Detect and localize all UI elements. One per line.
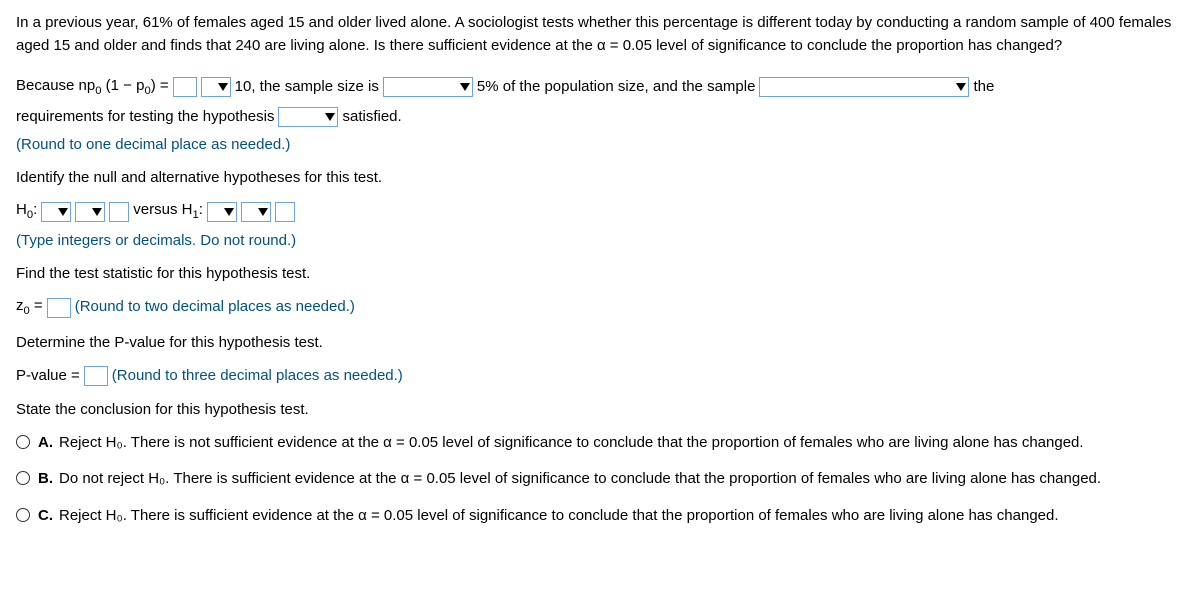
find-test-stat-label: Find the test statistic for this hypothe…	[16, 263, 1184, 286]
text: the	[973, 76, 994, 99]
radio-icon	[16, 508, 30, 522]
chevron-down-icon	[956, 83, 966, 91]
chevron-down-icon	[218, 83, 228, 91]
pvalue-line: P-value = (Round to three decimal places…	[16, 365, 1184, 388]
option-b-row[interactable]: B. Do not reject H₀. There is sufficient …	[16, 468, 1184, 491]
text: (1 − p	[106, 77, 145, 94]
requirements-line-2: requirements for testing the hypothesis …	[16, 106, 1184, 129]
requirements-line-1: Because np0 (1 − p0) = 10, the sample si…	[16, 75, 1184, 100]
pvalue-input[interactable]	[84, 366, 108, 386]
option-c-row[interactable]: C. Reject H₀. There is sufficient evidenc…	[16, 505, 1184, 528]
radio-icon	[16, 435, 30, 449]
text: :	[33, 201, 37, 218]
satisfied-select[interactable]	[278, 107, 338, 127]
option-body: Reject H₀. There is sufficient evidence …	[59, 507, 1059, 524]
state-conclusion-label: State the conclusion for this hypothesis…	[16, 399, 1184, 422]
text: H	[16, 201, 27, 218]
h0-param-select[interactable]	[41, 202, 71, 222]
type-instruction: (Type integers or decimals. Do not round…	[16, 230, 1184, 253]
option-a-row[interactable]: A. Reject H₀. There is not sufficient evi…	[16, 432, 1184, 455]
text: Because np	[16, 77, 95, 94]
option-a-text: A. Reject H₀. There is not sufficient evi…	[38, 432, 1084, 455]
option-body: Reject H₀. There is not sufficient evide…	[59, 434, 1084, 451]
hypotheses-line: H0: versus H1:	[16, 199, 1184, 224]
text: 5% of the population size, and the sampl…	[477, 76, 756, 99]
np0-compare-select[interactable]	[201, 77, 231, 97]
rounding-instruction-2: (Round to two decimal places as needed.)	[75, 296, 355, 319]
text: P-value =	[16, 365, 80, 388]
chevron-down-icon	[258, 208, 268, 216]
find-pvalue-label: Determine the P-value for this hypothesi…	[16, 332, 1184, 355]
text: z	[16, 297, 24, 314]
text: =	[30, 297, 43, 314]
text: ) =	[151, 77, 169, 94]
np0-value-input[interactable]	[173, 77, 197, 97]
h0-op-select[interactable]	[75, 202, 105, 222]
h1-value-input[interactable]	[275, 202, 295, 222]
subscript: 0	[95, 85, 101, 97]
sample-size-compare-select[interactable]	[383, 77, 473, 97]
chevron-down-icon	[460, 83, 470, 91]
chevron-down-icon	[325, 113, 335, 121]
text: satisfied.	[342, 106, 401, 129]
z0-input[interactable]	[47, 298, 71, 318]
text: :	[199, 201, 203, 218]
identify-hypotheses-label: Identify the null and alternative hypoth…	[16, 167, 1184, 190]
h0-value-input[interactable]	[109, 202, 129, 222]
option-b-text: B. Do not reject H₀. There is sufficient …	[38, 468, 1101, 491]
rounding-instruction-3: (Round to three decimal places as needed…	[112, 365, 403, 388]
rounding-instruction-1: (Round to one decimal place as needed.)	[16, 134, 1184, 157]
chevron-down-icon	[58, 208, 68, 216]
text: 10, the sample size is	[235, 76, 379, 99]
chevron-down-icon	[92, 208, 102, 216]
text: versus H	[133, 201, 192, 218]
option-letter: B.	[38, 470, 53, 487]
test-stat-line: z0 = (Round to two decimal places as nee…	[16, 295, 1184, 320]
problem-statement: In a previous year, 61% of females aged …	[16, 12, 1184, 57]
option-c-text: C. Reject H₀. There is sufficient evidenc…	[38, 505, 1059, 528]
option-letter: A.	[38, 434, 53, 451]
h1-param-select[interactable]	[207, 202, 237, 222]
chevron-down-icon	[224, 208, 234, 216]
h1-op-select[interactable]	[241, 202, 271, 222]
sample-condition-select[interactable]	[759, 77, 969, 97]
option-body: Do not reject H₀. There is sufficient ev…	[59, 470, 1101, 487]
radio-icon	[16, 471, 30, 485]
text: requirements for testing the hypothesis	[16, 106, 274, 129]
option-letter: C.	[38, 507, 53, 524]
